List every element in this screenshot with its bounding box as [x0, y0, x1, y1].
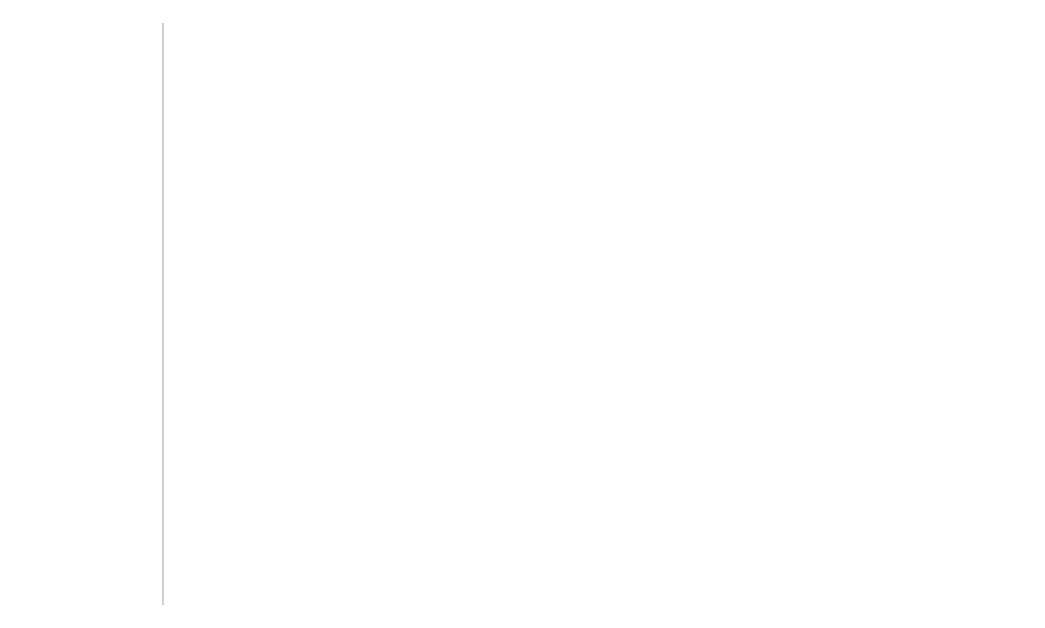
left-blank-area	[0, 0, 162, 628]
blank-content-area	[164, 0, 1045, 628]
vertical-divider	[162, 23, 164, 605]
